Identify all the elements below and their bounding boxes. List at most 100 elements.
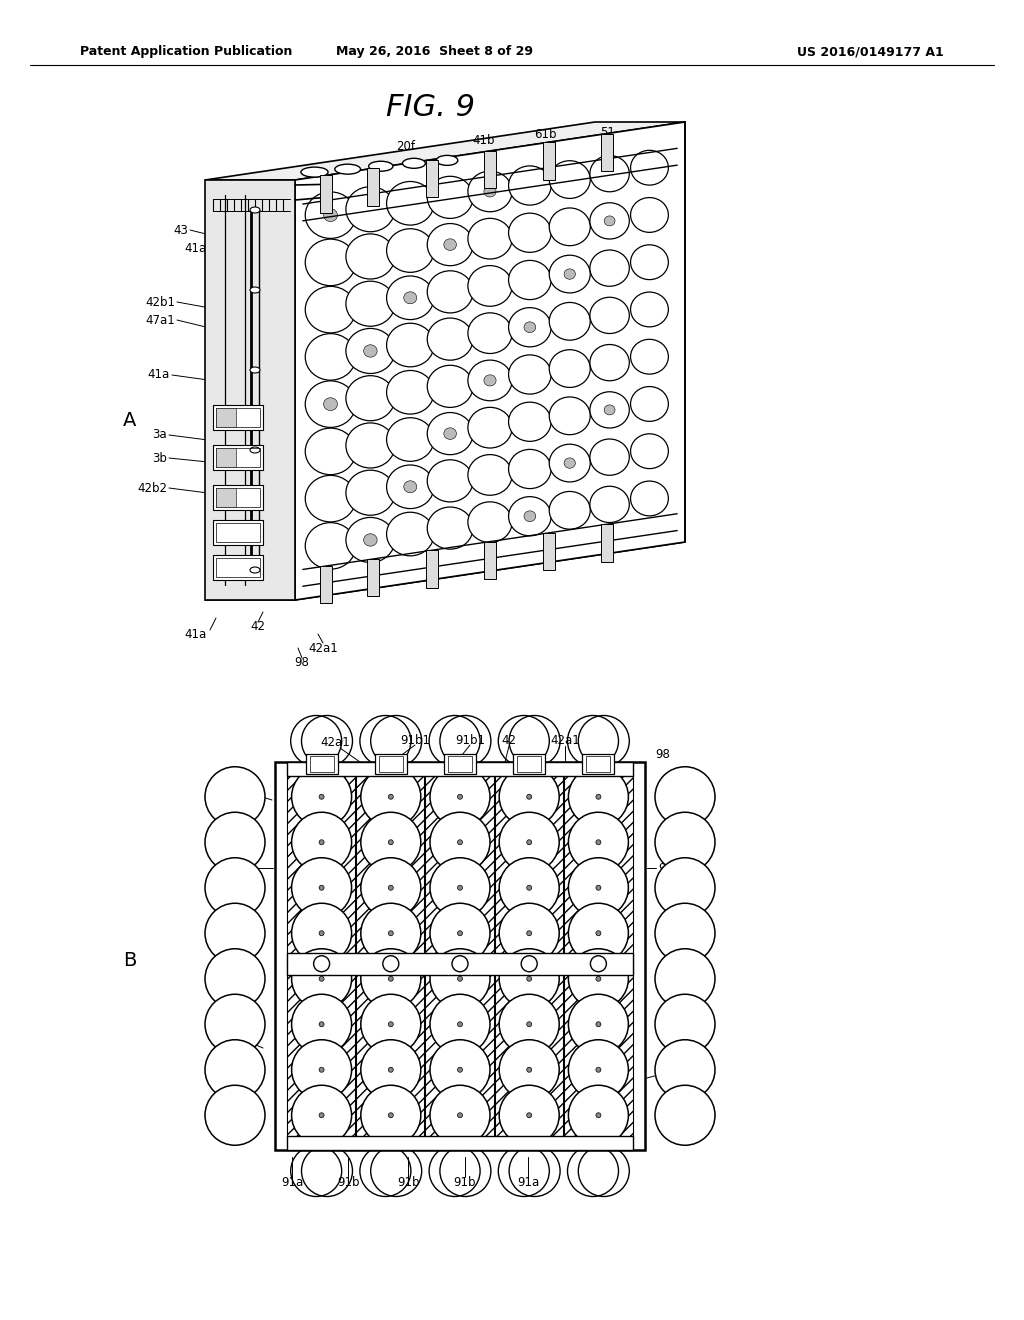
Circle shape (596, 840, 601, 845)
Bar (287, 762, 633, 776)
Circle shape (319, 977, 325, 981)
Text: 42a1: 42a1 (308, 642, 338, 655)
Circle shape (655, 1085, 715, 1146)
Bar (321, 566, 332, 603)
Circle shape (360, 903, 421, 964)
Circle shape (205, 994, 265, 1055)
Circle shape (319, 840, 325, 845)
Circle shape (655, 767, 715, 826)
Circle shape (458, 795, 463, 799)
Ellipse shape (590, 486, 630, 523)
Circle shape (458, 931, 463, 936)
Ellipse shape (468, 218, 512, 259)
Bar (309, 756, 334, 772)
Circle shape (388, 977, 393, 981)
Circle shape (319, 1113, 325, 1118)
Ellipse shape (590, 392, 630, 428)
Text: 91b: 91b (454, 1176, 476, 1188)
Text: 41b: 41b (313, 176, 336, 189)
Text: 10: 10 (660, 1068, 675, 1081)
Circle shape (458, 1068, 463, 1072)
Ellipse shape (427, 413, 473, 454)
Ellipse shape (305, 381, 355, 428)
Text: 42b1: 42b1 (145, 296, 175, 309)
Ellipse shape (631, 244, 669, 280)
Ellipse shape (387, 512, 434, 556)
Text: US 2016/0149177 A1: US 2016/0149177 A1 (798, 45, 944, 58)
Circle shape (500, 858, 559, 917)
Ellipse shape (301, 168, 328, 177)
Circle shape (319, 1022, 325, 1027)
Ellipse shape (590, 249, 630, 286)
Circle shape (526, 795, 531, 799)
Ellipse shape (346, 422, 395, 469)
Circle shape (500, 767, 559, 826)
Circle shape (526, 1068, 531, 1072)
Ellipse shape (631, 480, 669, 516)
Circle shape (568, 812, 629, 873)
Ellipse shape (509, 166, 551, 205)
Ellipse shape (549, 161, 590, 198)
Ellipse shape (250, 286, 260, 293)
Text: 43: 43 (173, 223, 188, 236)
Circle shape (500, 1085, 559, 1146)
Circle shape (360, 812, 421, 873)
Circle shape (596, 1022, 601, 1027)
Text: 20f: 20f (396, 140, 416, 153)
Bar (216, 558, 260, 577)
Circle shape (360, 858, 421, 917)
Bar (287, 953, 633, 974)
Ellipse shape (346, 470, 395, 515)
Circle shape (596, 886, 601, 890)
Ellipse shape (631, 387, 669, 421)
Bar (484, 541, 496, 579)
Ellipse shape (305, 523, 355, 569)
Ellipse shape (346, 186, 395, 232)
Ellipse shape (549, 255, 590, 293)
Ellipse shape (631, 198, 669, 232)
Text: 42: 42 (251, 620, 265, 634)
Circle shape (319, 795, 325, 799)
Circle shape (292, 903, 351, 964)
Text: 41a: 41a (147, 368, 170, 381)
Circle shape (292, 994, 351, 1055)
Text: 41a: 41a (184, 628, 207, 642)
Bar (216, 488, 236, 507)
Circle shape (205, 767, 265, 826)
Ellipse shape (427, 459, 473, 502)
Ellipse shape (427, 366, 473, 408)
Text: 98: 98 (655, 747, 670, 760)
Circle shape (458, 1113, 463, 1118)
Ellipse shape (305, 286, 355, 333)
Circle shape (568, 1085, 629, 1146)
Circle shape (655, 903, 715, 964)
Circle shape (458, 977, 463, 981)
Text: 41b: 41b (473, 133, 496, 147)
Bar (375, 754, 407, 774)
Ellipse shape (604, 216, 615, 226)
Ellipse shape (549, 209, 590, 246)
Ellipse shape (305, 239, 355, 285)
Ellipse shape (324, 209, 338, 222)
Ellipse shape (387, 465, 434, 508)
Circle shape (430, 949, 490, 1008)
Ellipse shape (250, 207, 260, 213)
Text: 42: 42 (502, 734, 516, 747)
Circle shape (383, 956, 398, 972)
Text: 61: 61 (215, 1028, 230, 1041)
Ellipse shape (509, 213, 551, 252)
Ellipse shape (364, 533, 377, 546)
Circle shape (591, 956, 606, 972)
Text: 47a1: 47a1 (145, 314, 175, 326)
Ellipse shape (346, 517, 395, 562)
Ellipse shape (590, 203, 630, 239)
Ellipse shape (427, 318, 473, 360)
Bar (587, 756, 610, 772)
Circle shape (319, 886, 325, 890)
Circle shape (500, 949, 559, 1008)
Text: 91b1: 91b1 (207, 784, 237, 796)
Circle shape (388, 840, 393, 845)
Circle shape (526, 977, 531, 981)
Bar (321, 176, 332, 213)
Circle shape (319, 931, 325, 936)
